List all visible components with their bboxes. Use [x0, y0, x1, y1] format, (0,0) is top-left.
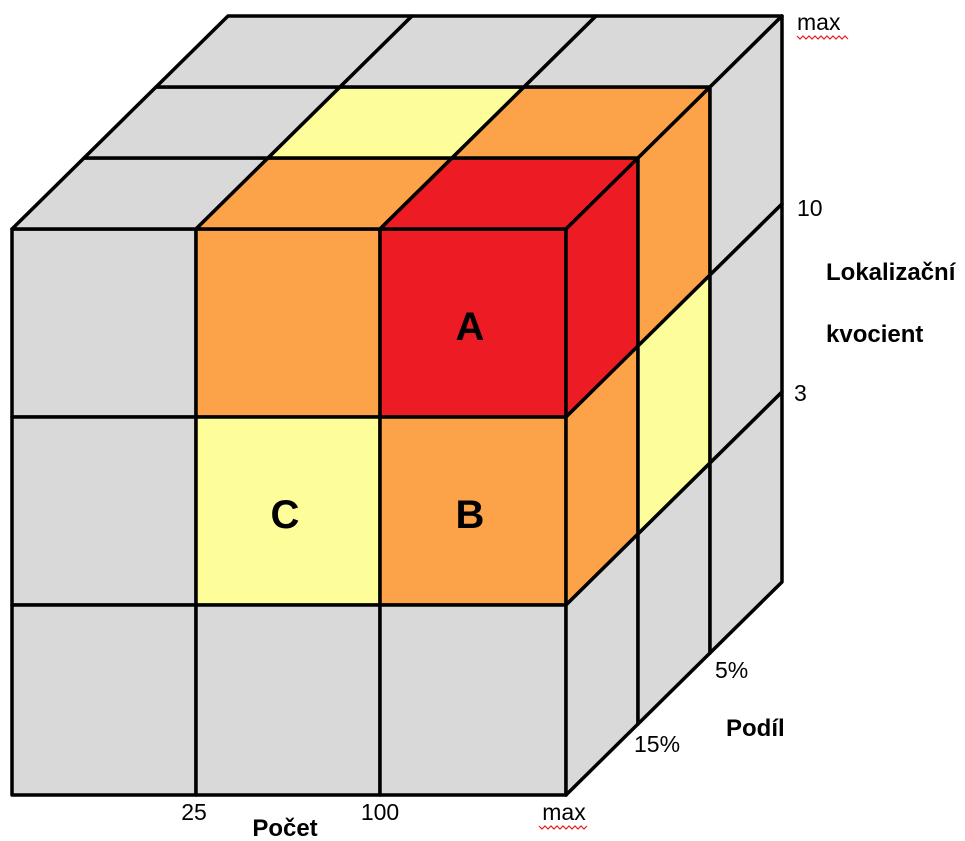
y-tick-max: max — [797, 9, 841, 35]
front-cell-r0-c0 — [10, 227, 198, 419]
y-axis-title-line2: kvocient — [826, 321, 923, 348]
y-axis-title-line1: Lokalizační — [826, 259, 957, 286]
x-tick-max: max — [542, 799, 586, 825]
x-tick-max-spell-underline — [538, 825, 588, 830]
x-tick-25: 25 — [181, 799, 207, 825]
front-cell-r2-c2 — [378, 603, 568, 797]
x-axis-title: Počet — [252, 815, 317, 841]
cell-label-a: A — [456, 305, 485, 349]
front-cell-r0-c1 — [194, 227, 382, 419]
front-cell-r2-c1 — [194, 603, 382, 797]
cell-label-b: B — [456, 493, 485, 537]
x-tick-100: 100 — [361, 799, 399, 825]
right-cell-r2-d2 — [708, 390, 784, 655]
front-cell-r1-c0 — [10, 415, 198, 607]
y-tick-10: 10 — [797, 195, 823, 221]
front-cell-r2-c0 — [10, 603, 198, 797]
z-tick-5pct: 5% — [715, 657, 748, 683]
cube-faces — [10, 14, 784, 797]
y-tick-3: 3 — [794, 380, 807, 406]
cell-label-c: C — [271, 493, 300, 537]
y-tick-max-spell-underline — [796, 35, 849, 40]
z-axis-title: Podíl — [726, 715, 785, 742]
z-tick-15pct: 15% — [634, 731, 680, 757]
